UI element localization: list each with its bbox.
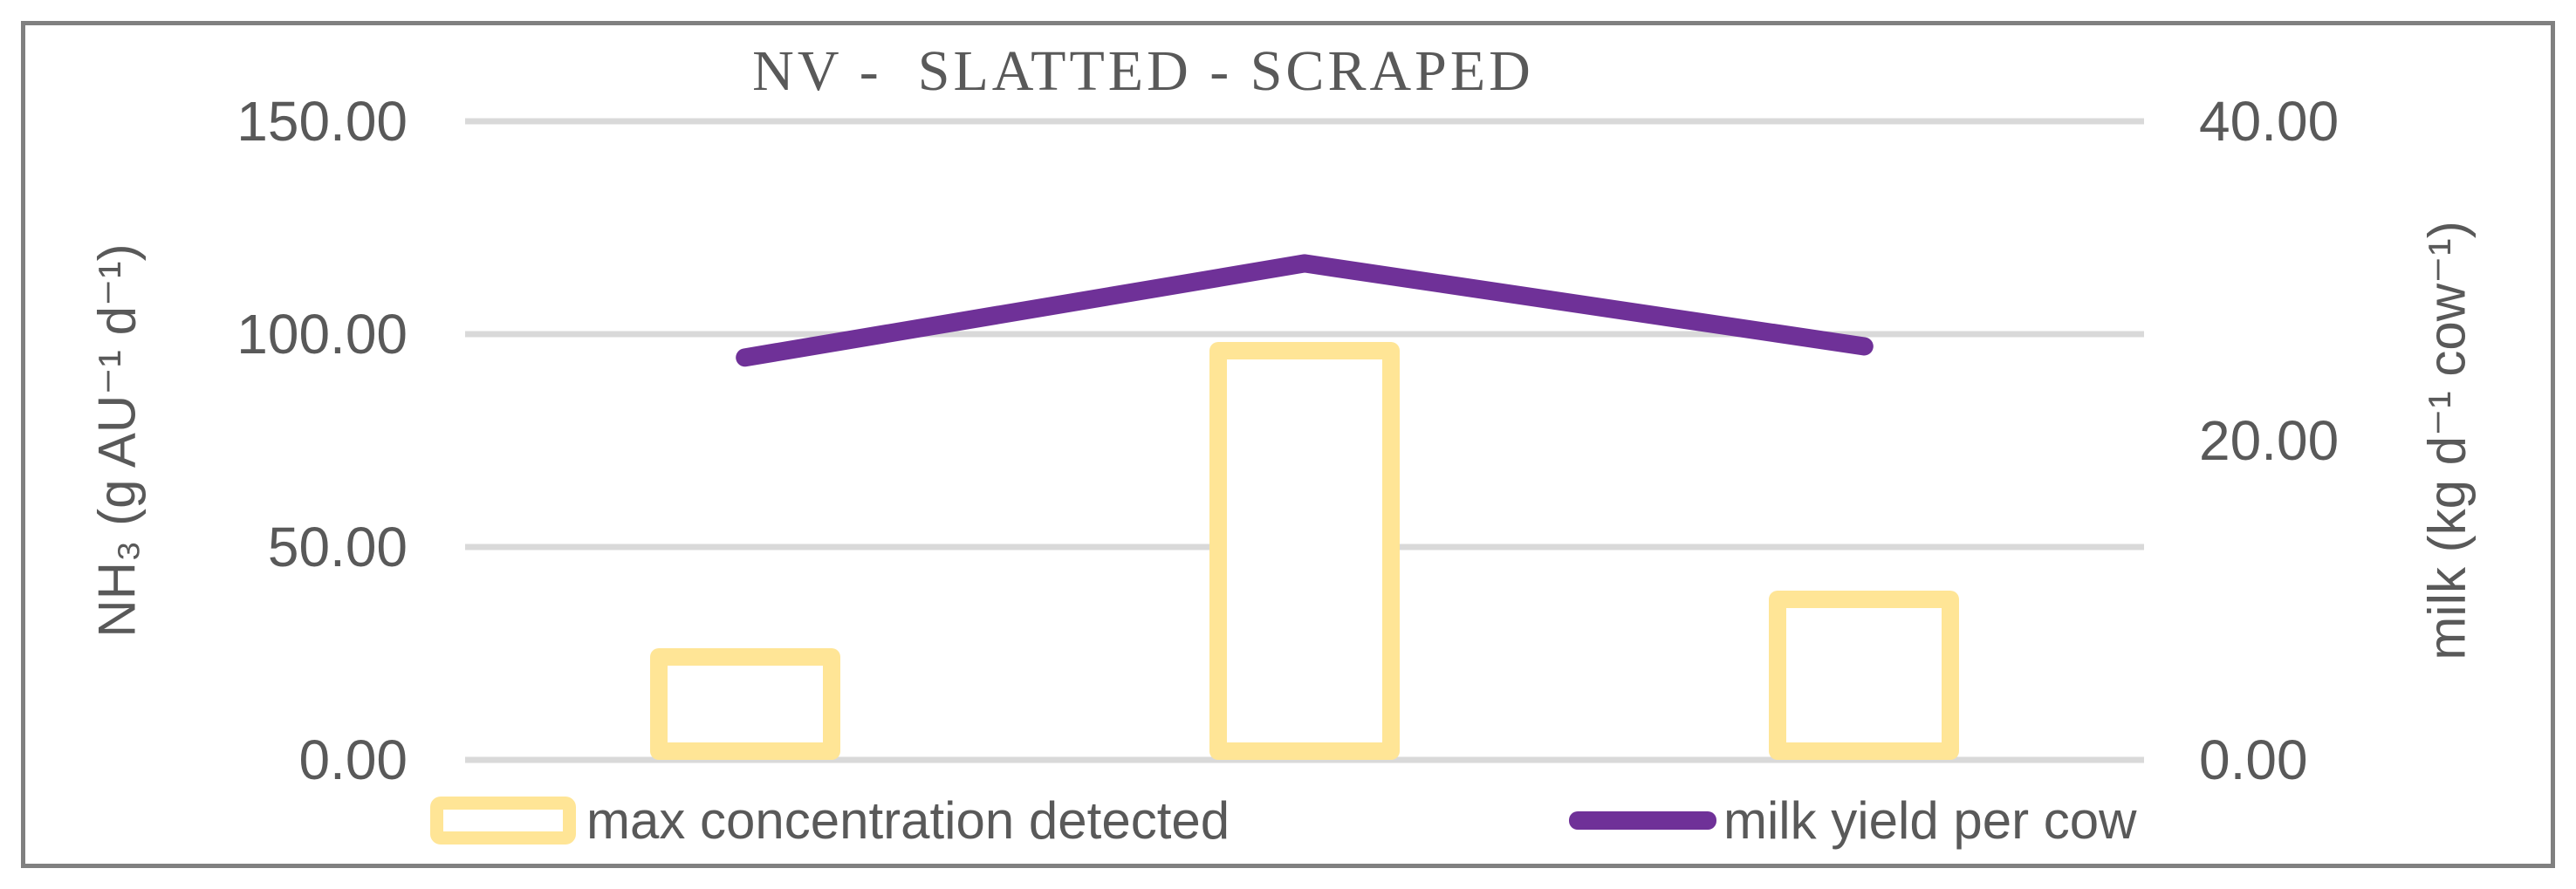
chart-title: NV - SLATTED - SCRAPED bbox=[752, 39, 1534, 103]
left-tick-100: 100.00 bbox=[236, 302, 408, 366]
right-axis-title: milk (kg d⁻¹ cow⁻¹) bbox=[2418, 221, 2477, 660]
bar-max-concentration bbox=[1769, 591, 1959, 760]
gridline-100 bbox=[465, 331, 2144, 338]
left-axis-title-wrap: NH₃ (g AU⁻¹ d⁻¹) bbox=[52, 121, 183, 760]
gridline-150 bbox=[465, 118, 2144, 125]
bar-max-concentration bbox=[1209, 342, 1400, 760]
left-axis-ticks: 150.00 100.00 50.00 0.00 bbox=[0, 90, 408, 791]
left-axis-title: NH₃ (g AU⁻¹ d⁻¹) bbox=[88, 243, 147, 638]
left-tick-150: 150.00 bbox=[236, 90, 408, 153]
legend-label-max-concentration: max concentration detected bbox=[586, 790, 1230, 850]
right-axis-ticks: 40.00 20.00 0.00 bbox=[2199, 90, 2548, 791]
plot-area bbox=[465, 118, 2144, 763]
legend-item-milk-yield: milk yield per cow bbox=[1569, 790, 2136, 851]
line-swatch-icon bbox=[1569, 810, 1716, 830]
left-tick-0: 0.00 bbox=[298, 728, 408, 791]
left-tick-50: 50.00 bbox=[267, 516, 408, 578]
bar-max-concentration bbox=[650, 648, 840, 760]
gridline-0 bbox=[465, 756, 2144, 763]
right-tick-0: 0.00 bbox=[2199, 728, 2308, 791]
right-axis-title-wrap: milk (kg d⁻¹ cow⁻¹) bbox=[2378, 121, 2518, 760]
line-series-svg bbox=[736, 254, 1874, 367]
bar-swatch-icon bbox=[430, 796, 576, 845]
right-tick-40: 40.00 bbox=[2199, 90, 2340, 153]
right-tick-20: 20.00 bbox=[2199, 409, 2340, 472]
legend-label-milk-yield: milk yield per cow bbox=[1723, 790, 2137, 850]
legend-item-max-concentration: max concentration detected bbox=[430, 790, 1230, 851]
milk-line bbox=[736, 254, 1874, 367]
